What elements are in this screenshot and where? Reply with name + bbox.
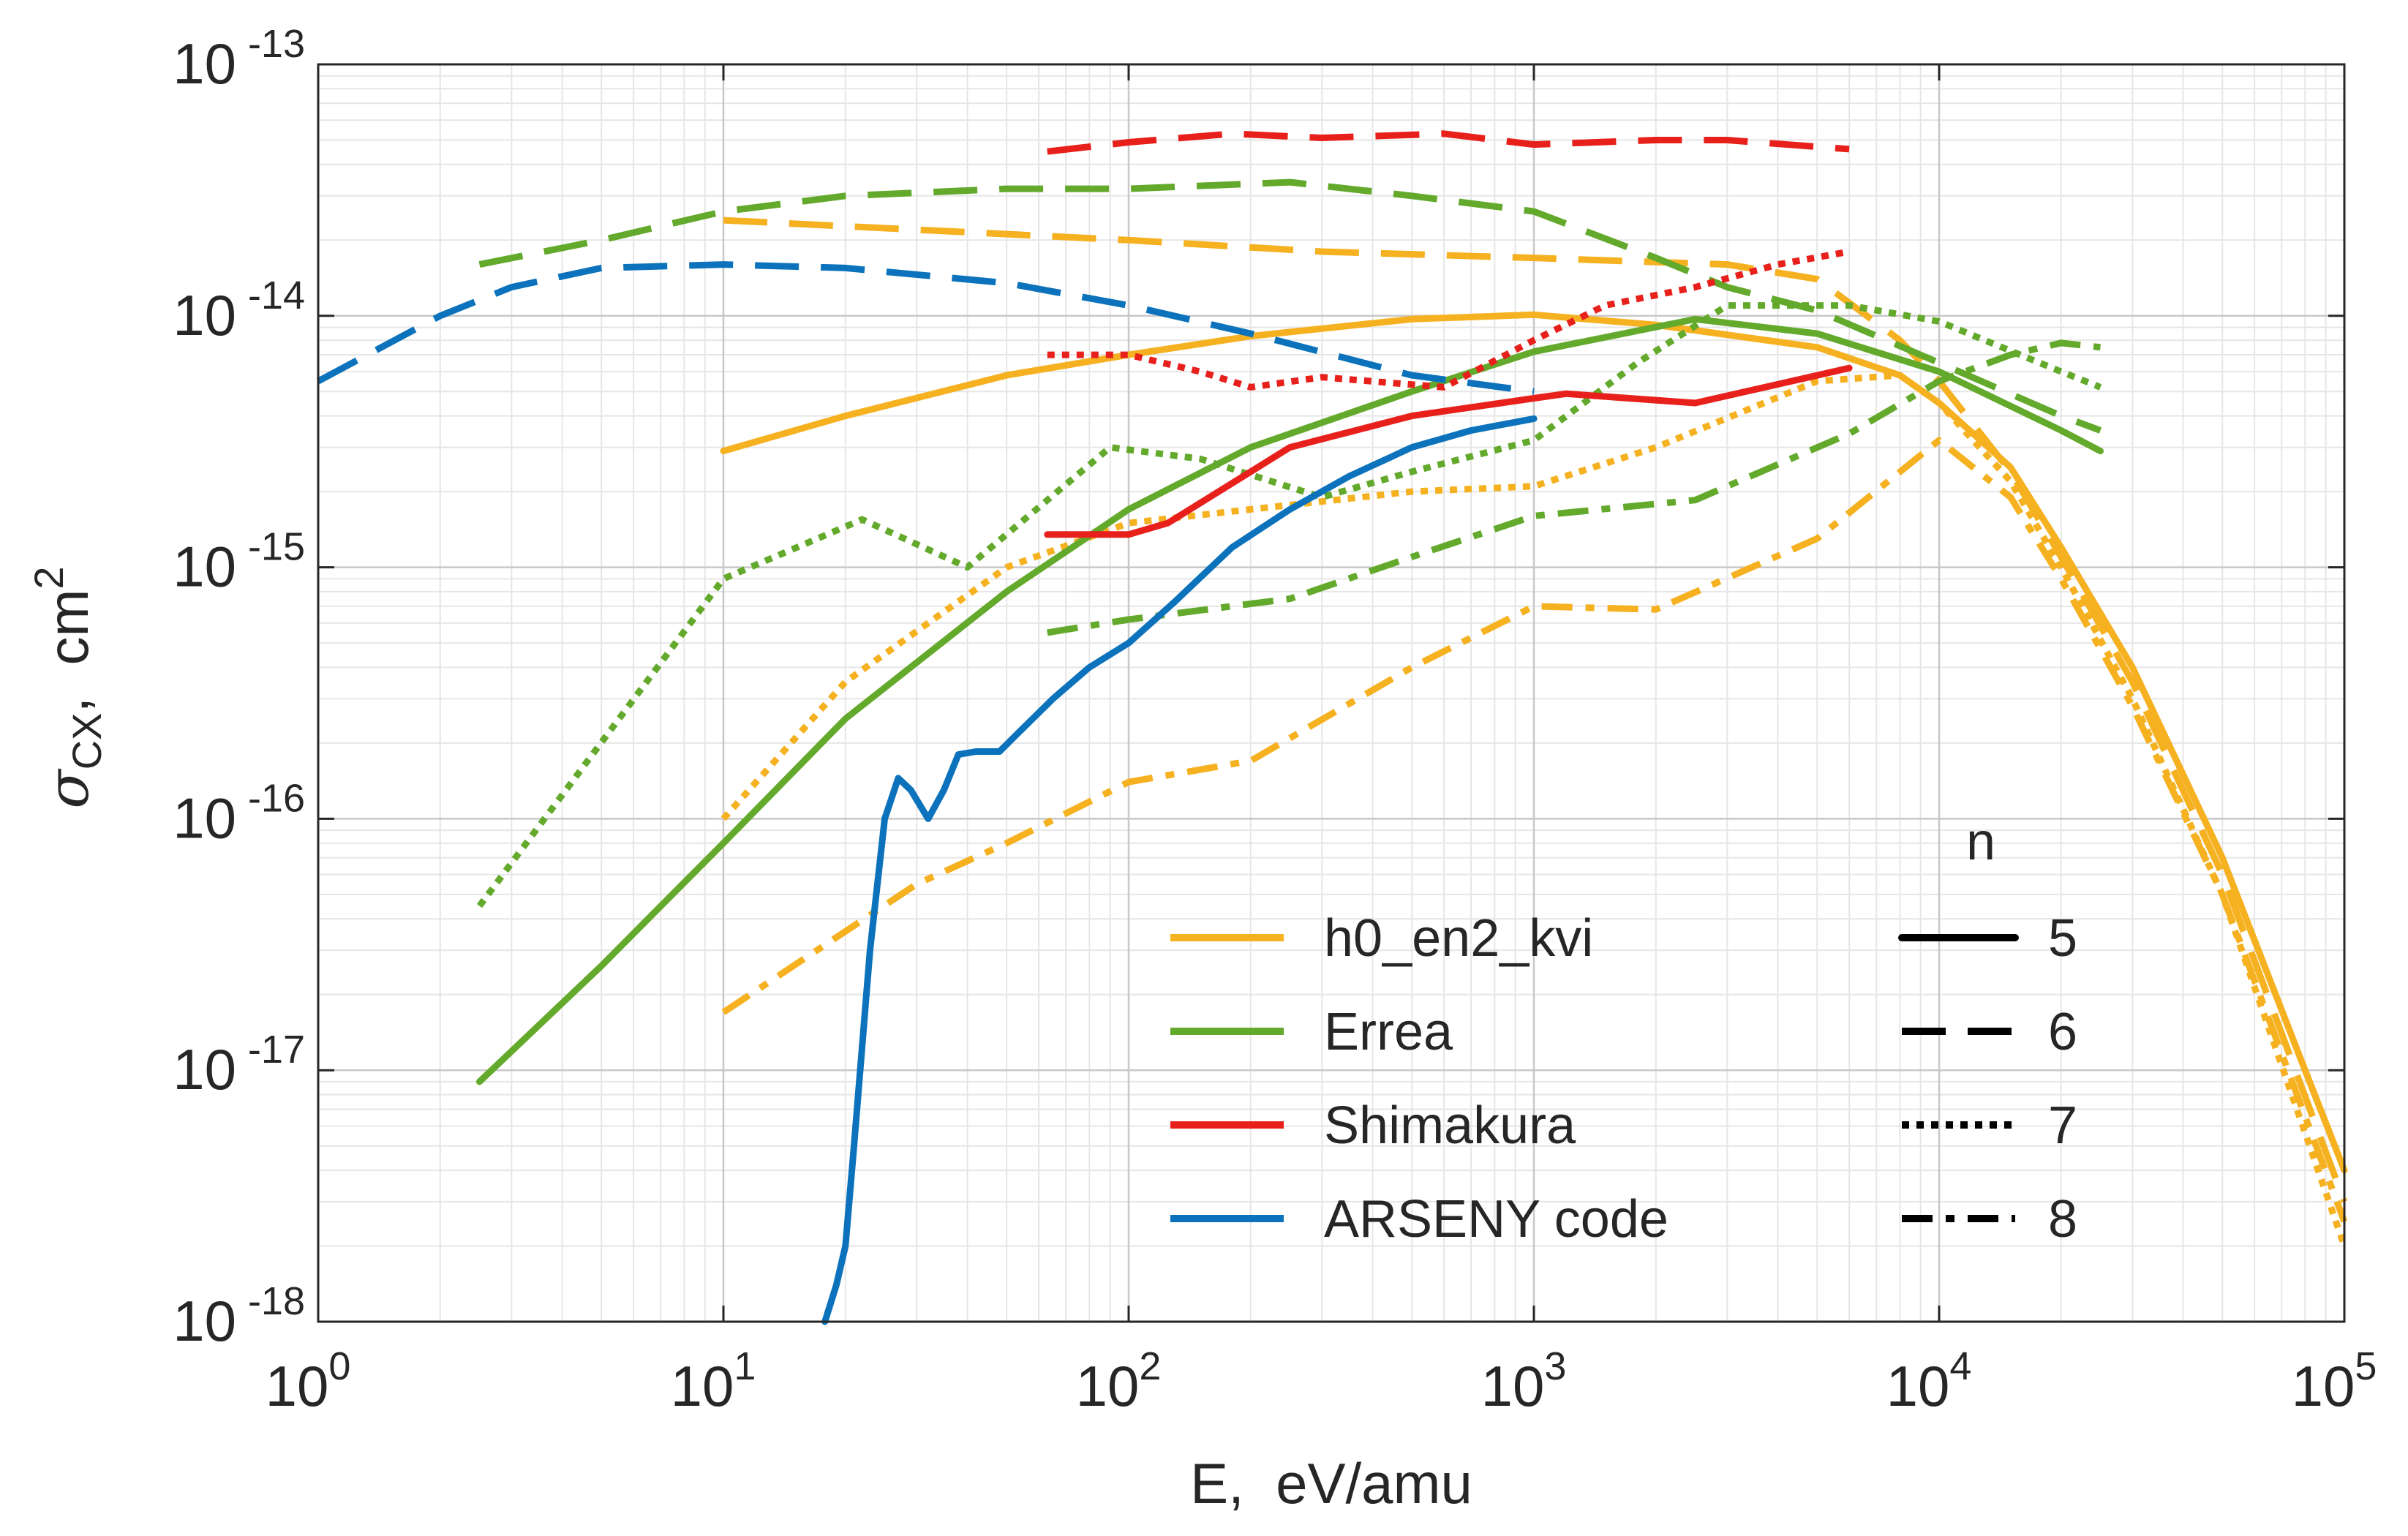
y-axis-title: σCX, cm2 <box>26 566 110 808</box>
series-line-arseny-code-n6 <box>316 261 1535 395</box>
y-tick-exponent: -13 <box>248 22 305 66</box>
legend-sources: h0_en2_kvi Errea Shimakura ARSENY code <box>1170 909 1668 1249</box>
x-tick-label: 102 <box>1076 1344 1162 1418</box>
series-line-h0-en2-kvi-n5 <box>720 311 2348 1174</box>
series-layer <box>316 130 2348 1325</box>
series-line-arseny-code-n5 <box>821 415 1538 1325</box>
legend-label: h0_en2_kvi <box>1324 909 1593 968</box>
y-tick-exponent: -16 <box>248 776 305 820</box>
legend-label: Shimakura <box>1324 1096 1576 1155</box>
legend-n-label: 6 <box>2048 1003 2077 1061</box>
legend-n-label: 8 <box>2048 1190 2077 1249</box>
x-tick-exponent: 0 <box>328 1344 350 1388</box>
y-tick-label: 10 <box>173 535 236 599</box>
y-axis-sigma: σ <box>36 769 102 809</box>
series-line-h0-en2-kvi-n6 <box>723 217 2348 1203</box>
series-line-errea-n5 <box>476 315 2104 1085</box>
x-tick-exponent: 2 <box>1139 1344 1161 1388</box>
x-tick-exponent: 1 <box>734 1344 756 1388</box>
series-line-h0-en2-kvi-n8 <box>721 437 2348 1223</box>
y-tick-exponent: -18 <box>248 1279 305 1323</box>
x-tick-base: 10 <box>1481 1354 1545 1418</box>
legend-label: ARSENY code <box>1324 1190 1668 1249</box>
x-tick-label: 105 <box>2292 1344 2377 1418</box>
y-tick-label: 10 <box>173 1289 236 1353</box>
y-axis-subscript: CX <box>64 713 110 770</box>
x-tick-label: 103 <box>1481 1344 1567 1418</box>
legend-n-label: 5 <box>2048 909 2077 968</box>
x-tick-exponent: 4 <box>1949 1344 1971 1388</box>
x-tick-label: 104 <box>1886 1344 1972 1418</box>
y-tick-base: 10 <box>173 283 236 347</box>
x-tick-base: 10 <box>266 1354 329 1418</box>
x-tick-base: 10 <box>671 1354 734 1418</box>
x-tick-base: 10 <box>1886 1354 1950 1418</box>
legend-label: Errea <box>1324 1003 1453 1061</box>
legend-n-title: n <box>1966 813 1995 871</box>
x-axis-title: E, eV/amu <box>1190 1451 1472 1516</box>
y-tick-exponent: -14 <box>248 274 305 317</box>
y-tick-base: 10 <box>173 1037 236 1102</box>
series-line-h0-en2-kvi-n7 <box>720 372 2348 1247</box>
series-line-shimakura-n7 <box>1047 248 1850 391</box>
x-tick-exponent: 3 <box>1544 1344 1566 1388</box>
y-tick-base: 10 <box>173 535 236 599</box>
plot-frame <box>317 63 2346 1323</box>
y-axis-tail: , cm <box>36 590 100 713</box>
y-tick-exponent: -17 <box>248 1028 305 1072</box>
legend-n-label: 7 <box>2048 1096 2077 1155</box>
x-tick-label: 100 <box>266 1344 351 1418</box>
y-tick-labels: 10 -18 10 -17 10 -16 10 -15 10 -14 10 -13 <box>173 22 305 1353</box>
tick-marks <box>317 63 2346 1323</box>
y-tick-label: 10 <box>173 283 236 347</box>
y-tick-base: 10 <box>173 31 236 96</box>
y-tick-base: 10 <box>173 1289 236 1353</box>
y-tick-exponent: -15 <box>248 525 305 569</box>
y-tick-base: 10 <box>173 786 236 850</box>
series-line-shimakura-n5 <box>1044 364 1853 538</box>
y-axis-superscript: 2 <box>26 566 72 589</box>
x-tick-label: 101 <box>671 1344 756 1418</box>
x-tick-base: 10 <box>2292 1354 2355 1418</box>
y-tick-label: 10 <box>173 31 236 96</box>
series-line-errea-n8 <box>1047 339 2101 636</box>
y-tick-label: 10 <box>173 786 236 850</box>
series-line-errea-n6 <box>478 178 2102 434</box>
x-tick-exponent: 5 <box>2355 1344 2377 1388</box>
series-line-errea-n7 <box>476 302 2102 908</box>
series-line-shimakura-n6 <box>1047 130 1850 155</box>
y-tick-label: 10 <box>173 1037 236 1102</box>
x-tick-base: 10 <box>1076 1354 1140 1418</box>
x-tick-labels: 100 101 102 103 104 105 <box>266 1344 2377 1418</box>
legend-n: n5 6 7 8 <box>1898 813 2077 1249</box>
